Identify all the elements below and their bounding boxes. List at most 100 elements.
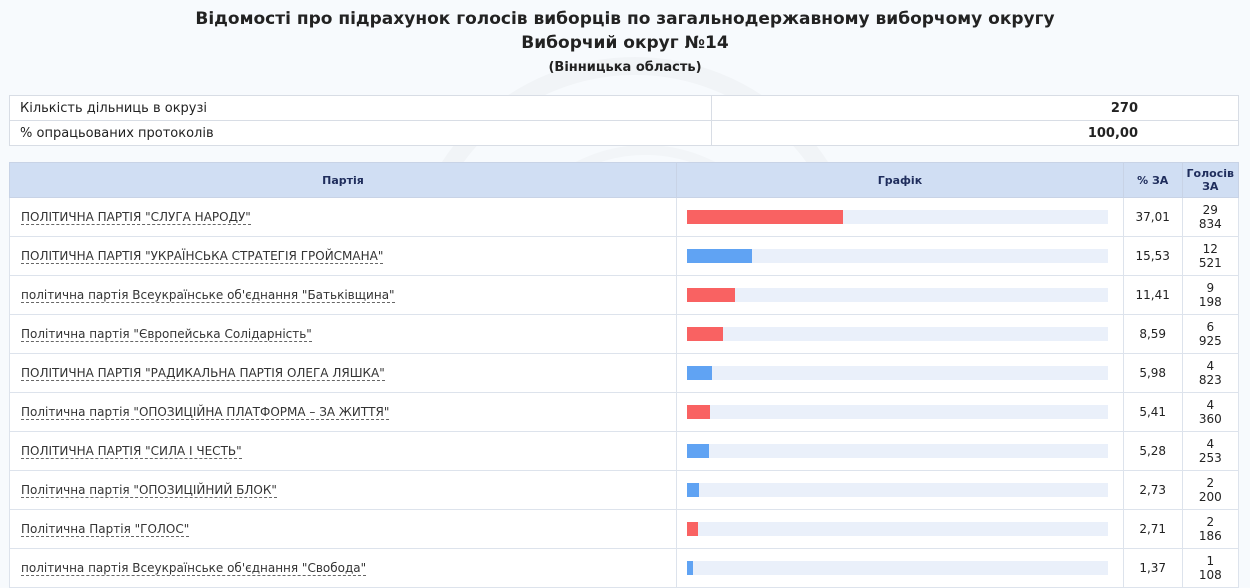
graph-cell bbox=[676, 236, 1124, 276]
votes-cell: 9 198 bbox=[1181, 275, 1240, 315]
votes-thousands: 4 bbox=[1206, 437, 1215, 451]
pct-cell: 37,01 bbox=[1122, 197, 1183, 237]
bar-track bbox=[687, 327, 1109, 341]
bar-track bbox=[687, 483, 1109, 497]
column-header-party[interactable]: Партія bbox=[8, 162, 678, 198]
votes-thousands: 1 bbox=[1206, 554, 1215, 568]
graph-cell bbox=[676, 509, 1124, 549]
summary-row: % опрацьованих протоколів 100,00 bbox=[9, 120, 1240, 146]
graph-cell bbox=[676, 392, 1124, 432]
votes-cell: 1 108 bbox=[1181, 548, 1240, 588]
votes-units: 834 bbox=[1198, 217, 1222, 231]
party-link[interactable]: Політична партія "ОПОЗИЦІЙНИЙ БЛОК" bbox=[21, 483, 277, 498]
table-row: Політична партія "ОПОЗИЦІЙНИЙ БЛОК" 2,73 2… bbox=[8, 470, 1240, 510]
district-title: Виборчий округ №14 bbox=[521, 33, 729, 53]
bar-track bbox=[687, 561, 1109, 575]
votes-cell: 4 360 bbox=[1181, 392, 1240, 432]
party-cell: Політична Партія "ГОЛОС" bbox=[8, 509, 677, 549]
votes-cell: 12 521 bbox=[1181, 236, 1240, 276]
party-link[interactable]: Політична Партія "ГОЛОС" bbox=[21, 522, 190, 537]
votes-cell: 2 200 bbox=[1181, 470, 1240, 510]
bar-track bbox=[687, 444, 1109, 458]
graph-cell bbox=[676, 431, 1124, 471]
votes-cell: 4 823 bbox=[1181, 353, 1240, 393]
votes-units: 200 bbox=[1198, 490, 1222, 504]
table-row: ПОЛІТИЧНА ПАРТІЯ "РАДИКАЛЬНА ПАРТІЯ ОЛЕГ… bbox=[8, 353, 1240, 393]
bar-track bbox=[687, 405, 1109, 419]
bar-track bbox=[687, 522, 1109, 536]
votes-units: 186 bbox=[1198, 529, 1222, 543]
summary-row: Кількість дільниць в окрузі 270 bbox=[9, 95, 1240, 121]
votes-cell: 4 253 bbox=[1181, 431, 1240, 471]
table-row: ПОЛІТИЧНА ПАРТІЯ "СИЛА І ЧЕСТЬ" 5,28 4 253 bbox=[8, 431, 1240, 471]
votes-units: 360 bbox=[1198, 412, 1222, 426]
bar-track bbox=[687, 210, 1109, 224]
party-link[interactable]: Політична партія "ОПОЗИЦІЙНА ПЛАТФОРМА –… bbox=[21, 405, 390, 420]
table-row: ПОЛІТИЧНА ПАРТІЯ "СЛУГА НАРОДУ" 37,01 29 83… bbox=[8, 197, 1240, 237]
pct-cell: 5,28 bbox=[1122, 431, 1183, 471]
party-cell: політична партія Всеукраїнське об'єднанн… bbox=[8, 275, 677, 315]
party-link[interactable]: ПОЛІТИЧНА ПАРТІЯ "РАДИКАЛЬНА ПАРТІЯ ОЛЕГ… bbox=[21, 366, 385, 381]
votes-units: 198 bbox=[1198, 295, 1222, 309]
votes-thousands: 2 bbox=[1206, 476, 1215, 490]
votes-units: 253 bbox=[1198, 451, 1222, 465]
table-row: політична партія Всеукраїнське об'єднанн… bbox=[8, 275, 1240, 315]
party-cell: ПОЛІТИЧНА ПАРТІЯ "РАДИКАЛЬНА ПАРТІЯ ОЛЕГ… bbox=[8, 353, 677, 393]
party-cell: ПОЛІТИЧНА ПАРТІЯ "УКРАЇНСЬКА СТРАТЕГІЯ Г… bbox=[8, 236, 677, 276]
table-row: політична партія Всеукраїнське об'єднанн… bbox=[8, 548, 1240, 588]
party-link[interactable]: політична партія Всеукраїнське об'єднанн… bbox=[21, 561, 367, 576]
column-header-votes[interactable]: Голосів ЗА bbox=[1181, 162, 1240, 198]
votes-thousands: 9 bbox=[1206, 281, 1215, 295]
table-row: Політична партія "ОПОЗИЦІЙНА ПЛАТФОРМА –… bbox=[8, 392, 1240, 432]
party-link[interactable]: ПОЛІТИЧНА ПАРТІЯ "СИЛА І ЧЕСТЬ" bbox=[21, 444, 242, 459]
table-row: ПОЛІТИЧНА ПАРТІЯ "УКРАЇНСЬКА СТРАТЕГІЯ Г… bbox=[8, 236, 1240, 276]
pct-cell: 8,59 bbox=[1122, 314, 1183, 354]
votes-thousands: 2 bbox=[1206, 515, 1215, 529]
pct-cell: 5,41 bbox=[1122, 392, 1183, 432]
pct-cell: 15,53 bbox=[1122, 236, 1183, 276]
pct-cell: 11,41 bbox=[1122, 275, 1183, 315]
result-bar bbox=[687, 210, 843, 224]
column-header-graph: Графік bbox=[676, 162, 1124, 198]
graph-cell bbox=[676, 275, 1124, 315]
summary-label: % опрацьованих протоколів bbox=[9, 120, 712, 146]
graph-cell bbox=[676, 470, 1124, 510]
column-header-pct[interactable]: % ЗА bbox=[1122, 162, 1183, 198]
votes-thousands: 6 bbox=[1206, 320, 1215, 334]
page-header: Відомості про підрахунок голосів виборці… bbox=[0, 7, 1250, 79]
table-row: Політична Партія "ГОЛОС" 2,71 2 186 bbox=[8, 509, 1240, 549]
votes-units: 108 bbox=[1198, 568, 1222, 582]
result-bar bbox=[687, 249, 753, 263]
result-bar bbox=[687, 288, 736, 302]
party-link[interactable]: ПОЛІТИЧНА ПАРТІЯ "УКРАЇНСЬКА СТРАТЕГІЯ Г… bbox=[21, 249, 384, 264]
pct-cell: 1,37 bbox=[1122, 548, 1183, 588]
bar-track bbox=[687, 366, 1109, 380]
region-subtitle: (Вінницька область) bbox=[548, 60, 702, 75]
page-title: Відомості про підрахунок голосів виборці… bbox=[195, 9, 1055, 29]
party-cell: Політична партія "ОПОЗИЦІЙНА ПЛАТФОРМА –… bbox=[8, 392, 677, 432]
party-results-table: Партія Графік % ЗА Голосів ЗА ПОЛІТИЧНА … bbox=[8, 162, 1240, 588]
graph-cell bbox=[676, 314, 1124, 354]
result-bar bbox=[687, 327, 724, 341]
graph-cell bbox=[676, 353, 1124, 393]
summary-value: 270 bbox=[710, 95, 1240, 121]
party-link[interactable]: Політична партія "Європейська Солідарніс… bbox=[21, 327, 312, 342]
party-link[interactable]: ПОЛІТИЧНА ПАРТІЯ "СЛУГА НАРОДУ" bbox=[21, 210, 251, 225]
pct-cell: 2,71 bbox=[1122, 509, 1183, 549]
table-header-row: Партія Графік % ЗА Голосів ЗА bbox=[8, 162, 1240, 198]
votes-cell: 29 834 bbox=[1181, 197, 1240, 237]
bar-track bbox=[687, 249, 1109, 263]
party-cell: ПОЛІТИЧНА ПАРТІЯ "СЛУГА НАРОДУ" bbox=[8, 197, 677, 237]
graph-cell bbox=[676, 548, 1124, 588]
party-link[interactable]: політична партія Всеукраїнське об'єднанн… bbox=[21, 288, 395, 303]
votes-cell: 2 186 bbox=[1181, 509, 1240, 549]
votes-thousands: 4 bbox=[1206, 398, 1215, 412]
result-bar bbox=[687, 561, 693, 575]
pct-cell: 5,98 bbox=[1122, 353, 1183, 393]
votes-thousands: 12 bbox=[1202, 242, 1218, 256]
pct-cell: 2,73 bbox=[1122, 470, 1183, 510]
votes-units: 823 bbox=[1198, 373, 1222, 387]
result-bar bbox=[687, 366, 713, 380]
votes-thousands: 29 bbox=[1202, 203, 1218, 217]
summary-value: 100,00 bbox=[710, 120, 1240, 146]
